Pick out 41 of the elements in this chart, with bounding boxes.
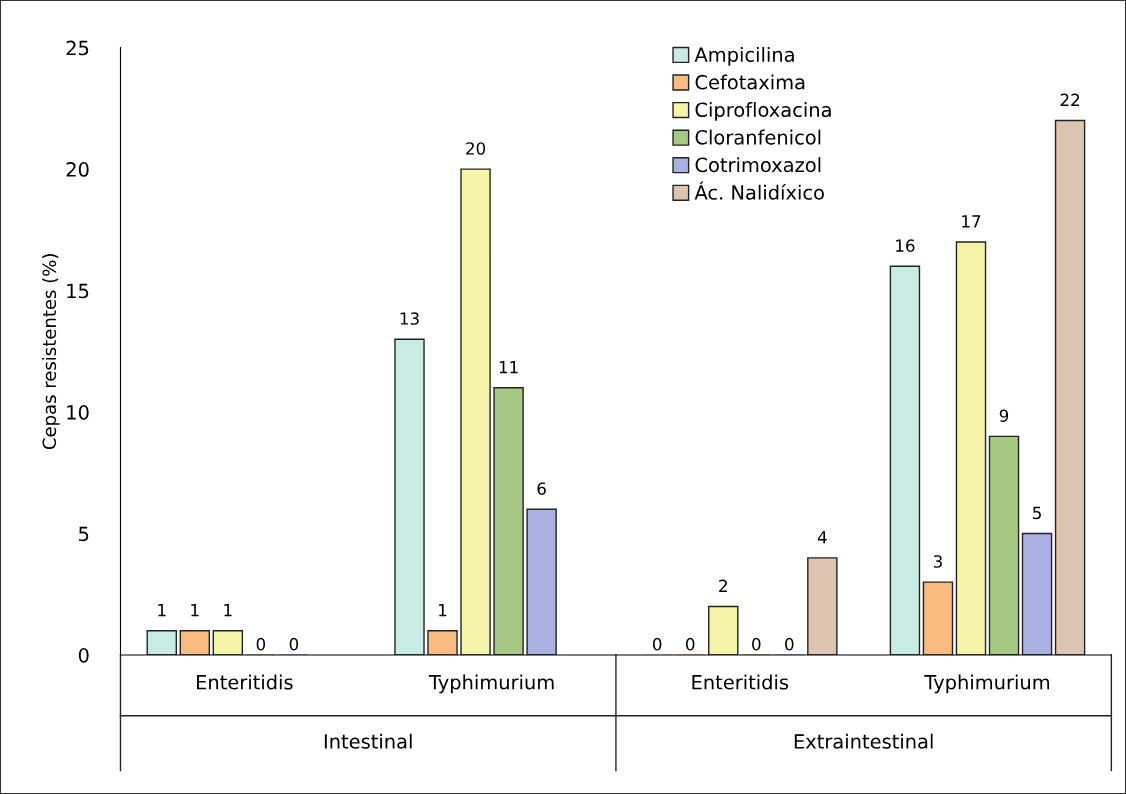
data-label: 17: [962, 215, 981, 228]
text: Intestinal: [324, 733, 412, 749]
data-label: 5: [1033, 506, 1041, 520]
y-tick-label: 25: [66, 40, 89, 56]
x-tick-label: Typhimurium: [428, 674, 554, 694]
y-axis-title: Cepas resistentes (%): [42, 254, 60, 450]
data-label: 2: [719, 579, 727, 592]
text: Extraintestinal: [794, 733, 933, 749]
data-label: 0: [686, 637, 695, 651]
data-label: 16: [896, 239, 915, 252]
data-label: 4: [817, 531, 827, 544]
y-tick-label: 0: [78, 648, 89, 663]
data-label: 0: [256, 637, 266, 651]
data-label: 13: [400, 312, 419, 325]
data-label: 1: [158, 604, 166, 617]
data-label: 0: [785, 637, 794, 651]
data-label: 0: [752, 637, 761, 651]
y-tick-label: 5: [79, 526, 89, 542]
y-tick-label: 20: [66, 162, 89, 177]
x-tick-label: Enteritidis: [197, 674, 293, 690]
data-label: 0: [289, 637, 299, 651]
data-label: 22: [1060, 93, 1080, 106]
x-tick-label: Typhimurium: [924, 674, 1050, 694]
legend-label: Cloranfenicol: [695, 129, 821, 145]
data-label: 0: [653, 637, 662, 651]
data-label: 11: [499, 361, 518, 374]
data-label: 1: [191, 604, 199, 617]
legend-label: Ciprofloxacina: [695, 102, 831, 121]
y-tick-label: 10: [67, 405, 89, 420]
data-label: 6: [537, 482, 546, 495]
legend-label: Ác. Nalidíxico: [694, 181, 824, 200]
data-label: 20: [466, 142, 486, 155]
data-label: 9: [999, 409, 1009, 423]
legend-label: Ampicilina: [694, 46, 794, 66]
data-label: 1: [224, 604, 232, 617]
data-label: 1: [439, 604, 447, 617]
y-tick-label: 15: [67, 283, 89, 299]
legend-label: Cefotaxima: [695, 74, 805, 90]
x-tick-label: Enteritidis: [692, 674, 789, 690]
data-label: 3: [933, 555, 942, 568]
legend-label: Cotrimoxazol: [695, 157, 821, 173]
